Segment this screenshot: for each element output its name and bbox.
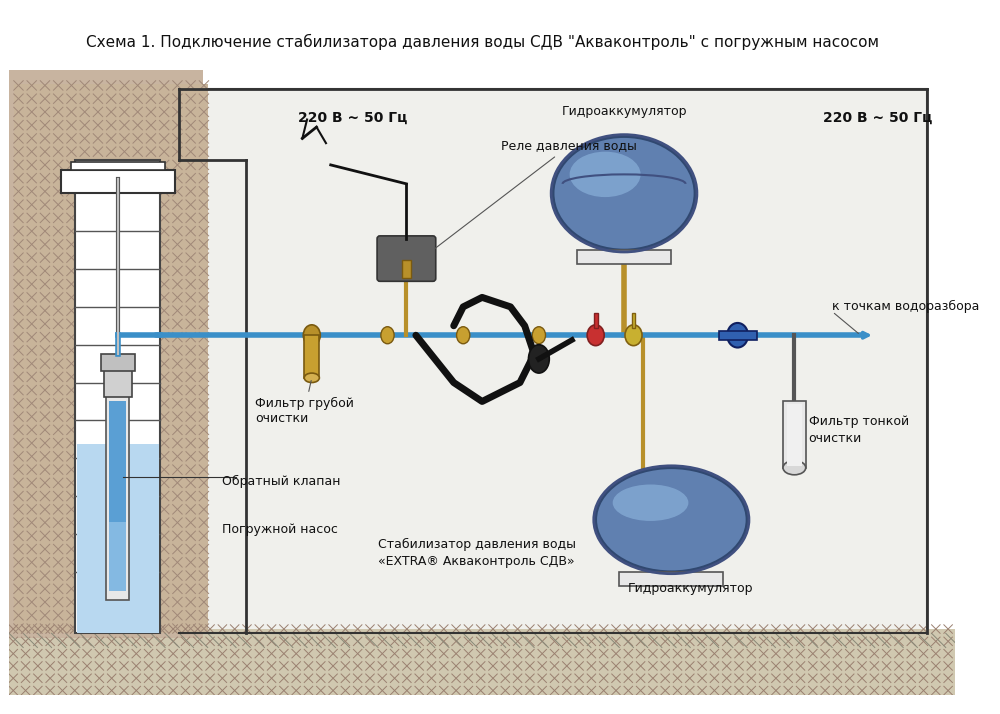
- Ellipse shape: [303, 325, 320, 346]
- Text: Фильтр тонкой
очистки: Фильтр тонкой очистки: [809, 415, 909, 445]
- Text: к точкам водоразбора: к точкам водоразбора: [832, 301, 980, 313]
- Bar: [109, 401, 126, 590]
- Bar: [402, 259, 411, 278]
- Ellipse shape: [553, 136, 695, 250]
- Text: Схема 1. Подключение стабилизатора давления воды СДВ "Акваконтроль" с погружным : Схема 1. Подключение стабилизатора давле…: [86, 34, 879, 50]
- Bar: [75, 160, 160, 633]
- Bar: [9, 70, 203, 638]
- Bar: [9, 628, 955, 695]
- Ellipse shape: [381, 327, 394, 343]
- Text: 220 В ~ 50 Гц: 220 В ~ 50 Гц: [298, 111, 407, 125]
- Ellipse shape: [613, 485, 688, 521]
- Bar: [719, 331, 757, 340]
- Bar: [106, 392, 129, 600]
- Bar: [104, 368, 132, 397]
- Text: Гидроаккумулятор: Гидроаккумулятор: [628, 583, 753, 595]
- Bar: [101, 354, 135, 371]
- Text: Обратный клапан: Обратный клапан: [222, 476, 340, 488]
- Bar: [594, 313, 598, 328]
- Bar: [175, 70, 203, 638]
- Ellipse shape: [596, 468, 747, 572]
- Bar: [9, 70, 66, 638]
- Bar: [632, 313, 635, 328]
- Bar: [61, 170, 175, 193]
- FancyBboxPatch shape: [377, 236, 436, 281]
- Bar: [783, 401, 806, 468]
- Text: Стабилизатор давления воды
«EXTRA® Акваконтроль СДВ»: Стабилизатор давления воды «EXTRA® Аквак…: [378, 538, 576, 568]
- Bar: [77, 444, 159, 633]
- Ellipse shape: [727, 323, 748, 348]
- Ellipse shape: [304, 373, 319, 383]
- Bar: [787, 404, 802, 466]
- Text: Реле давления воды: Реле давления воды: [435, 139, 637, 248]
- Text: 220 В ~ 50 Гц: 220 В ~ 50 Гц: [823, 111, 932, 125]
- Bar: [9, 628, 955, 695]
- Text: Погружной насос: Погружной насос: [222, 523, 338, 536]
- Ellipse shape: [587, 325, 604, 346]
- Bar: [619, 572, 723, 586]
- Bar: [109, 522, 126, 590]
- Ellipse shape: [783, 461, 806, 475]
- Bar: [179, 89, 927, 638]
- Ellipse shape: [570, 151, 641, 197]
- Ellipse shape: [457, 327, 470, 343]
- Text: Гидроаккумулятор: Гидроаккумулятор: [561, 105, 687, 118]
- Bar: [577, 250, 671, 264]
- Bar: [304, 336, 319, 378]
- Text: Фильтр грубой
очистки: Фильтр грубой очистки: [255, 381, 354, 425]
- Ellipse shape: [528, 345, 549, 373]
- Bar: [14, 84, 208, 633]
- Ellipse shape: [532, 327, 546, 343]
- Bar: [71, 162, 165, 170]
- Ellipse shape: [625, 325, 642, 346]
